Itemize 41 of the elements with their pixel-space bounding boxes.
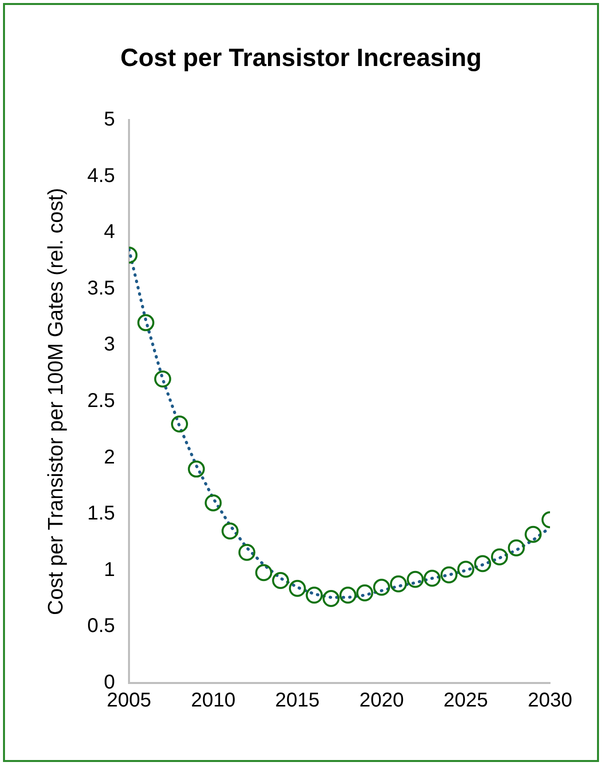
y-tick-label: 5 — [104, 108, 116, 131]
y-tick-label: 1 — [104, 558, 116, 581]
point — [288, 580, 306, 597]
point — [457, 560, 474, 578]
point — [373, 578, 390, 596]
point — [154, 370, 172, 388]
x-tick-label: 2030 — [528, 690, 572, 712]
point — [406, 570, 424, 588]
point — [204, 494, 222, 512]
y-tick-label: 2 — [104, 446, 116, 468]
point — [356, 584, 374, 602]
point — [440, 566, 458, 584]
y-tick-label: 1.5 — [87, 502, 116, 525]
point — [188, 460, 205, 478]
y-tick-label: 4.5 — [87, 164, 116, 187]
point — [524, 526, 542, 543]
point — [137, 314, 154, 332]
x-tick-label: 2010 — [190, 690, 236, 712]
x-tick-label: 2020 — [359, 690, 404, 712]
x-tick-label: 2015 — [275, 690, 320, 712]
point — [171, 416, 188, 433]
point — [474, 555, 492, 572]
point — [255, 564, 272, 582]
y-tick-label: 3.5 — [87, 277, 116, 300]
y-tick-label: 4 — [104, 221, 116, 244]
point — [390, 575, 407, 592]
point — [322, 590, 340, 608]
y-tick-label: 2.5 — [87, 390, 116, 412]
x-tick-label: 2025 — [444, 690, 488, 712]
point — [508, 539, 525, 556]
point — [238, 544, 256, 561]
point — [306, 586, 323, 604]
chart-title: Cost per Transistor Increasing — [119, 44, 483, 73]
y-tick-label: 0.5 — [87, 615, 116, 638]
y-tick-label: 3 — [104, 334, 116, 356]
point — [339, 586, 356, 604]
point — [222, 522, 239, 540]
y-axis-title: Cost per Transistor per 100M Gates (rel. cost) — [44, 188, 68, 616]
point — [424, 570, 441, 587]
point — [272, 572, 290, 590]
point — [490, 548, 508, 566]
